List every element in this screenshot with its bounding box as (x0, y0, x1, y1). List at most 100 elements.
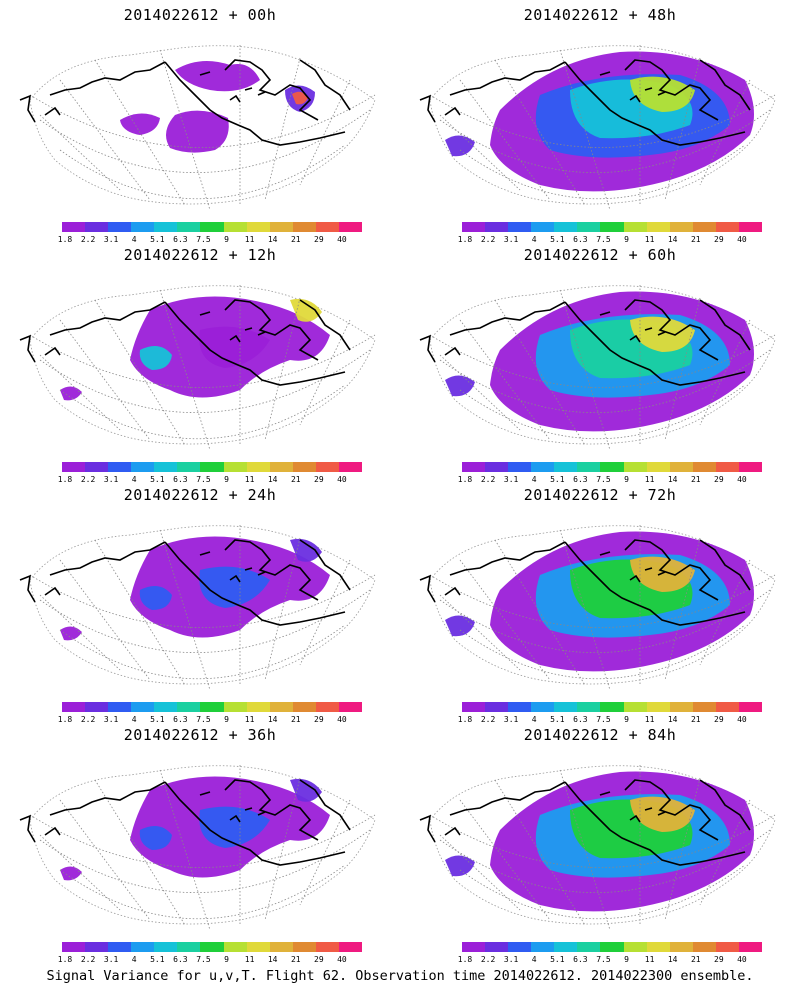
field-peak (630, 796, 695, 832)
colorbar-tick-label: 5.1 (550, 715, 565, 724)
colorbar-segment (292, 702, 316, 712)
coastlines (419, 299, 751, 386)
panel-title: 2014022612 + 00h (123, 6, 277, 24)
colorbar-segment (623, 462, 647, 472)
colorbar-tick-label: 14 (267, 235, 278, 244)
colorbar-tick-label: 4 (131, 235, 137, 244)
graticule-lines (429, 765, 776, 931)
colorbar-tick-label: 14 (267, 715, 278, 724)
colorbar-tick-label: 4 (531, 475, 537, 484)
colorbar-tick-label: 14 (667, 475, 678, 484)
panel-p24: 2014022612 + 24h 1.8 2.2 3.1 4 5.1 6.3 7.5 9 11 14… (0, 480, 400, 724)
colorbar-tick-label: 29 (714, 955, 724, 964)
colorbar-tick-label: 29 (314, 475, 324, 484)
panel-p12: 2014022612 + 12h 1.8 2.2 3.1 4 5.1 6.3 7.5 9 11 14… (0, 240, 400, 484)
colorbar-tick-label: 11 (644, 955, 655, 964)
colorbar-tick-label: 40 (737, 955, 747, 964)
colorbar-segment (62, 702, 86, 712)
colorbar-segment (715, 942, 739, 952)
colorbar-ticks: 1.8 2.2 3.1 4 5.1 6.3 7.5 9 11 14 21 29 40 (58, 235, 362, 245)
coastlines (419, 539, 751, 626)
colorbar-tick-label: 1.8 (457, 715, 473, 724)
colorbar-segment (246, 702, 270, 712)
colorbar-segment (508, 942, 532, 952)
colorbar (462, 222, 763, 232)
colorbar-tick-label: 14 (267, 475, 278, 484)
colorbar-segment (269, 942, 293, 952)
colorbar-segment (292, 942, 316, 952)
panel-p72: 2014022612 + 72h 1.8 2.2 3.1 4 5.1 6.3 7.5 9 11 14… (400, 480, 800, 724)
colorbar-tick-label: 7.5 (596, 235, 611, 244)
colorbar-tick-label: 14 (667, 715, 678, 724)
colorbar-tick-label: 4 (131, 475, 137, 484)
colorbar-segment (62, 942, 86, 952)
colorbar-tick-label: 6.3 (573, 715, 588, 724)
variance-field (60, 776, 330, 881)
colorbar-segment (600, 942, 624, 952)
colorbar (462, 702, 763, 712)
variance-field (120, 61, 315, 153)
panel-p60: 2014022612 + 60h 1.8 2.2 3.1 4 5.1 6.3 7.5 9 11 14… (400, 240, 800, 484)
colorbar-segment (669, 942, 693, 952)
colorbar-tick-label: 1.8 (57, 475, 73, 484)
colorbar-tick-label: 7.5 (596, 955, 611, 964)
colorbar-tick-label: 3.1 (103, 955, 119, 964)
colorbar-segment (85, 942, 109, 952)
colorbar-segment (577, 222, 601, 232)
colorbar-tick-label: 29 (314, 955, 324, 964)
colorbar-segment (646, 462, 670, 472)
colorbar-tick-label: 1.8 (457, 955, 473, 964)
field-west-core (139, 346, 172, 370)
colorbar-segment (246, 462, 270, 472)
field-peak (630, 316, 695, 352)
colorbar-segment (646, 222, 670, 232)
colorbar-segment (692, 942, 716, 952)
colorbar-tick-label: 21 (690, 475, 701, 484)
colorbar-segment (154, 702, 178, 712)
colorbar-tick-label: 6.3 (173, 955, 188, 964)
field-small (60, 386, 82, 401)
colorbar-tick-label: 40 (737, 715, 747, 724)
colorbar-segment (577, 702, 601, 712)
colorbar-segment (692, 222, 716, 232)
colorbar-segment (315, 222, 339, 232)
colorbar-tick-label: 4 (531, 955, 537, 964)
colorbar-segment (600, 462, 624, 472)
colorbar-tick-label: 2.2 (480, 475, 496, 484)
colorbar-tick-label: 4 (531, 715, 537, 724)
colorbar-segment (246, 942, 270, 952)
colorbar-segment (269, 702, 293, 712)
colorbar-tick-label: 21 (690, 235, 701, 244)
field-east-core (290, 778, 322, 802)
colorbar-tick-label: 7.5 (196, 235, 211, 244)
colorbar (462, 942, 763, 952)
colorbar-segment (715, 462, 739, 472)
colorbar-segment (131, 222, 155, 232)
colorbar-tick-label: 29 (714, 715, 724, 724)
colorbar-segment (62, 462, 86, 472)
graticule-lines (429, 525, 776, 691)
colorbar-tick-label: 21 (290, 715, 301, 724)
colorbar-tick-label: 11 (244, 715, 255, 724)
coastlines (419, 779, 751, 866)
field-west-core (139, 586, 172, 610)
colorbar-tick-label: 5.1 (550, 955, 565, 964)
colorbar-segment (338, 462, 363, 472)
map-plot (19, 765, 376, 931)
colorbar-tick-label: 9 (224, 715, 229, 724)
colorbar-segment (669, 462, 693, 472)
graticule-lines (429, 45, 776, 211)
colorbar-segment (738, 462, 763, 472)
colorbar-tick-label: 7.5 (196, 475, 211, 484)
colorbar-segment (315, 462, 339, 472)
field-center-core (199, 806, 270, 848)
colorbar-tick-label: 14 (667, 235, 678, 244)
colorbar-tick-label: 2.2 (480, 235, 496, 244)
colorbar (62, 942, 363, 952)
coastlines (419, 59, 751, 146)
field-center (166, 110, 229, 153)
colorbar-segment (531, 222, 555, 232)
colorbar-segment (485, 222, 509, 232)
coastlines (19, 59, 351, 146)
colorbar (462, 462, 763, 472)
